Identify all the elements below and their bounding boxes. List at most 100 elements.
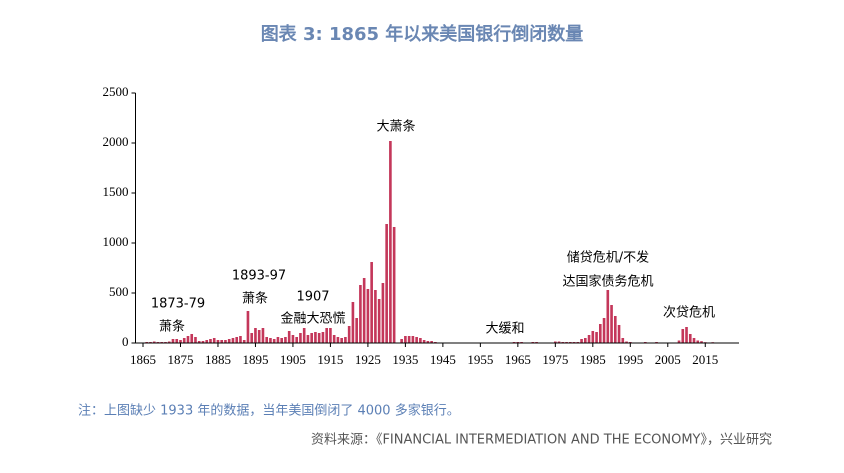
x-tick-label: 1975 [542, 352, 568, 367]
bar [261, 328, 265, 343]
bar [681, 329, 685, 343]
bar [179, 340, 182, 343]
bar [209, 339, 212, 343]
bar [340, 338, 343, 343]
bar [216, 340, 220, 343]
bar [276, 337, 280, 343]
bar [584, 338, 587, 343]
bar [610, 305, 613, 343]
annotation: 1907 [296, 290, 329, 305]
bar [291, 335, 295, 343]
annotation: 金融大恐慌 [280, 311, 345, 327]
bar [231, 338, 235, 343]
x-tick-label: 1895 [242, 352, 268, 367]
bar [205, 340, 209, 343]
bar [265, 337, 269, 343]
annotation: 大萧条 [376, 119, 415, 135]
x-tick-label: 1955 [467, 352, 493, 367]
bar [235, 337, 239, 343]
x-tick-label: 1885 [205, 352, 231, 367]
x-tick-label: 1925 [355, 352, 381, 367]
bar [422, 340, 426, 343]
bar [617, 325, 621, 343]
bar [613, 316, 617, 343]
bar [377, 299, 381, 343]
bar [190, 334, 194, 343]
bar [407, 336, 411, 343]
bar [677, 340, 681, 343]
bar [419, 338, 422, 343]
note: 注：上图缺少 1933 年的数据，当年美国倒闭了 4000 多家银行。 [78, 403, 460, 419]
bar [392, 227, 396, 343]
bar [415, 337, 418, 343]
y-tick-label: 0 [122, 334, 129, 349]
y-tick-label: 2000 [103, 134, 129, 149]
bar [239, 336, 242, 343]
bar [700, 341, 703, 343]
bar [595, 332, 598, 343]
bar [201, 341, 205, 343]
bar [374, 290, 377, 343]
bar [194, 337, 197, 343]
bar [329, 328, 332, 343]
x-tick-label: 1875 [167, 352, 193, 367]
bar [347, 326, 351, 343]
bar [336, 337, 340, 343]
bar [224, 340, 227, 343]
bar [400, 339, 403, 343]
bar [366, 289, 370, 343]
bar [250, 333, 254, 343]
bar [284, 337, 287, 343]
bar [246, 311, 250, 343]
x-tick-label: 1915 [317, 352, 343, 367]
bar [587, 335, 591, 343]
bar [302, 328, 306, 343]
bar [381, 283, 385, 343]
bar [580, 339, 583, 343]
bar [385, 224, 388, 343]
annotation: 1873-79 [151, 297, 205, 312]
bar [171, 339, 175, 343]
bar [317, 333, 321, 343]
bar [685, 327, 688, 343]
bar [306, 335, 310, 343]
bar [152, 341, 156, 343]
bar [426, 341, 430, 343]
bar [310, 333, 313, 343]
bar [287, 331, 291, 343]
source: 资料来源：《FINANCIAL INTERMEDIATION AND THE E… [311, 433, 772, 448]
bar [625, 341, 628, 343]
bar [591, 331, 595, 343]
x-tick-label: 1945 [430, 352, 456, 367]
annotation: 大缓和 [485, 322, 524, 337]
bar [321, 332, 325, 343]
bar [325, 328, 328, 343]
bar [299, 333, 302, 343]
annotation: 次贷危机 [663, 305, 715, 321]
x-tick-label: 1865 [130, 352, 156, 367]
bar [606, 290, 610, 343]
annotation: 萧条 [159, 319, 185, 335]
x-tick-label: 1935 [392, 352, 418, 367]
bar [359, 285, 362, 343]
bar [355, 318, 358, 343]
bar [688, 334, 692, 343]
bar [227, 339, 231, 343]
bar [314, 332, 317, 343]
bar [696, 340, 700, 343]
annotation: 1893-97 [232, 269, 286, 284]
bar [554, 341, 557, 343]
bar [212, 338, 216, 343]
bar [404, 336, 407, 343]
bar [182, 338, 186, 343]
bar [430, 341, 433, 343]
bar [254, 328, 257, 343]
bar [269, 338, 272, 343]
annotation: 储贷危机/不发 [567, 250, 649, 266]
x-tick-label: 1965 [505, 352, 531, 367]
bar [370, 262, 373, 343]
bar [197, 341, 201, 343]
x-tick-label: 2015 [692, 352, 718, 367]
bar [220, 340, 224, 343]
